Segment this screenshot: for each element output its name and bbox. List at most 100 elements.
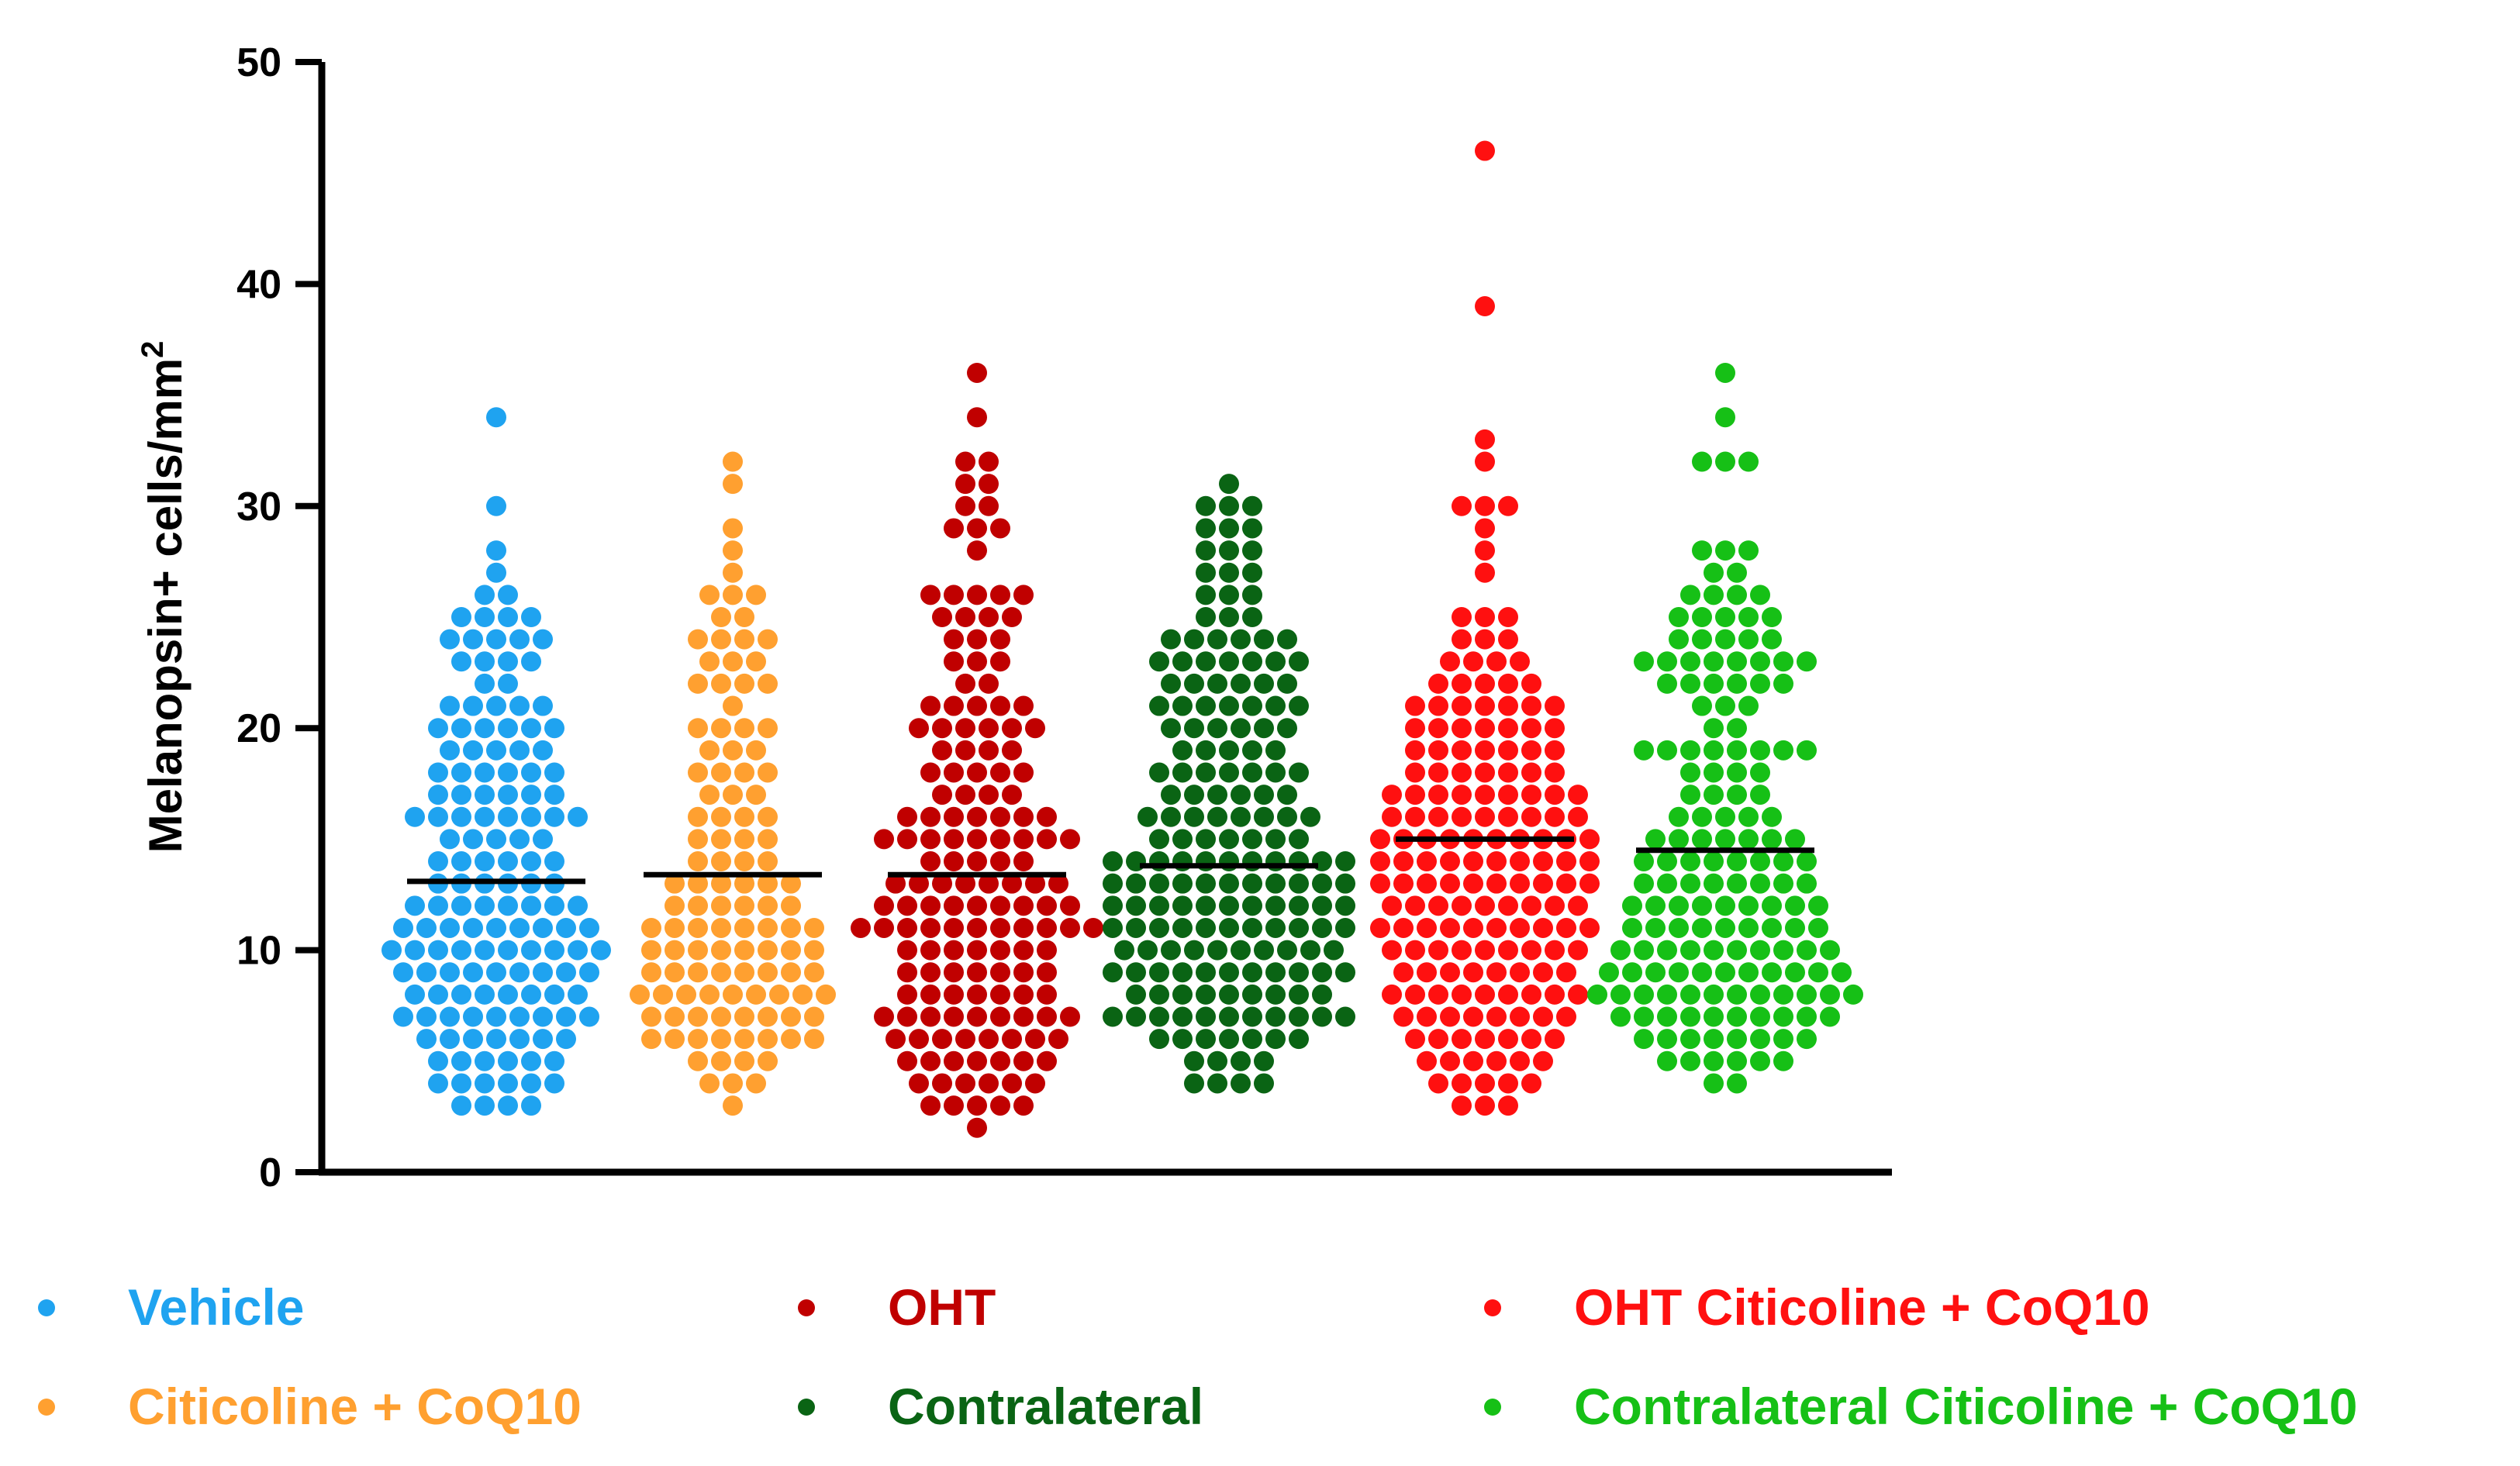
data-point	[1184, 629, 1204, 650]
data-point	[1428, 695, 1448, 716]
data-point	[944, 629, 964, 650]
data-point	[440, 629, 460, 650]
data-point	[1196, 829, 1216, 850]
data-point	[1556, 851, 1576, 872]
data-point	[1521, 740, 1541, 761]
data-point	[1037, 1050, 1057, 1071]
data-point	[955, 673, 975, 694]
data-point	[1219, 829, 1239, 850]
data-point	[769, 984, 789, 1005]
data-point	[990, 1006, 1010, 1027]
data-point	[556, 917, 576, 938]
data-point	[1219, 962, 1239, 983]
data-point	[781, 895, 801, 916]
data-point	[851, 917, 871, 938]
data-point	[1196, 873, 1216, 894]
data-point	[781, 1029, 801, 1050]
data-point	[874, 1006, 894, 1027]
data-point	[909, 718, 929, 739]
data-point	[1486, 1006, 1507, 1027]
data-point	[486, 629, 506, 650]
data-point	[1773, 873, 1793, 894]
data-point	[1149, 651, 1169, 672]
legend-label: OHT	[888, 1278, 996, 1336]
data-point	[498, 607, 518, 627]
data-point	[734, 718, 754, 739]
data-point	[521, 851, 541, 872]
data-point	[1797, 651, 1817, 672]
data-point	[1393, 873, 1414, 894]
data-point	[1452, 762, 1472, 783]
data-point	[486, 962, 506, 983]
data-point	[758, 629, 778, 650]
data-point	[1335, 851, 1355, 872]
data-point	[1498, 495, 1518, 516]
data-point	[723, 474, 743, 495]
data-point	[1808, 962, 1828, 983]
data-point	[1037, 984, 1057, 1005]
data-point	[1715, 540, 1735, 561]
data-point	[1510, 851, 1530, 872]
data-point	[967, 917, 987, 938]
data-point	[944, 962, 964, 983]
data-point	[1312, 984, 1332, 1005]
data-point	[486, 540, 506, 561]
data-point	[641, 962, 661, 983]
data-point	[556, 1006, 576, 1027]
data-point	[1393, 1006, 1414, 1027]
data-point	[1196, 695, 1216, 716]
series-group	[1103, 474, 1355, 1094]
data-point	[1498, 740, 1518, 761]
data-point	[1463, 1050, 1483, 1071]
data-point	[451, 1095, 471, 1116]
data-point	[1219, 740, 1239, 761]
data-point	[1172, 740, 1193, 761]
data-point	[676, 984, 696, 1005]
data-point	[1025, 1073, 1045, 1094]
data-point	[1556, 1006, 1576, 1027]
data-point	[979, 673, 999, 694]
data-point	[544, 895, 564, 916]
data-point	[688, 1006, 708, 1027]
data-point	[1184, 785, 1204, 805]
data-point	[1002, 1073, 1022, 1094]
data-point	[979, 451, 999, 472]
data-point	[897, 940, 917, 961]
data-point	[734, 917, 754, 938]
data-point	[1463, 1006, 1483, 1027]
data-point	[1037, 829, 1057, 850]
data-point	[1715, 806, 1735, 827]
data-point	[688, 762, 708, 783]
data-point	[1773, 940, 1793, 961]
data-point	[944, 984, 964, 1005]
data-point	[1440, 851, 1460, 872]
data-point	[688, 829, 708, 850]
data-point	[1452, 607, 1472, 627]
data-point	[1382, 806, 1402, 827]
data-point	[1289, 829, 1309, 850]
data-point	[979, 474, 999, 495]
data-point	[1475, 495, 1495, 516]
data-point	[688, 962, 708, 983]
data-point	[897, 1050, 917, 1071]
data-point	[1335, 962, 1355, 983]
data-point	[1831, 962, 1852, 983]
data-point	[475, 607, 495, 627]
data-point	[440, 1029, 460, 1050]
data-point	[711, 673, 731, 694]
data-point	[1738, 451, 1759, 472]
data-point	[955, 1073, 975, 1094]
data-point	[1184, 806, 1204, 827]
data-point	[1254, 1050, 1274, 1071]
data-point	[1797, 984, 1817, 1005]
data-point	[1785, 829, 1805, 850]
data-point	[1669, 829, 1689, 850]
legend-marker	[798, 1299, 815, 1316]
data-point	[579, 917, 599, 938]
data-point	[1521, 1029, 1541, 1050]
data-point	[1265, 651, 1286, 672]
data-point	[1556, 917, 1576, 938]
data-point	[1265, 895, 1286, 916]
y-tick-label: 10	[236, 929, 281, 974]
data-point	[1634, 940, 1654, 961]
